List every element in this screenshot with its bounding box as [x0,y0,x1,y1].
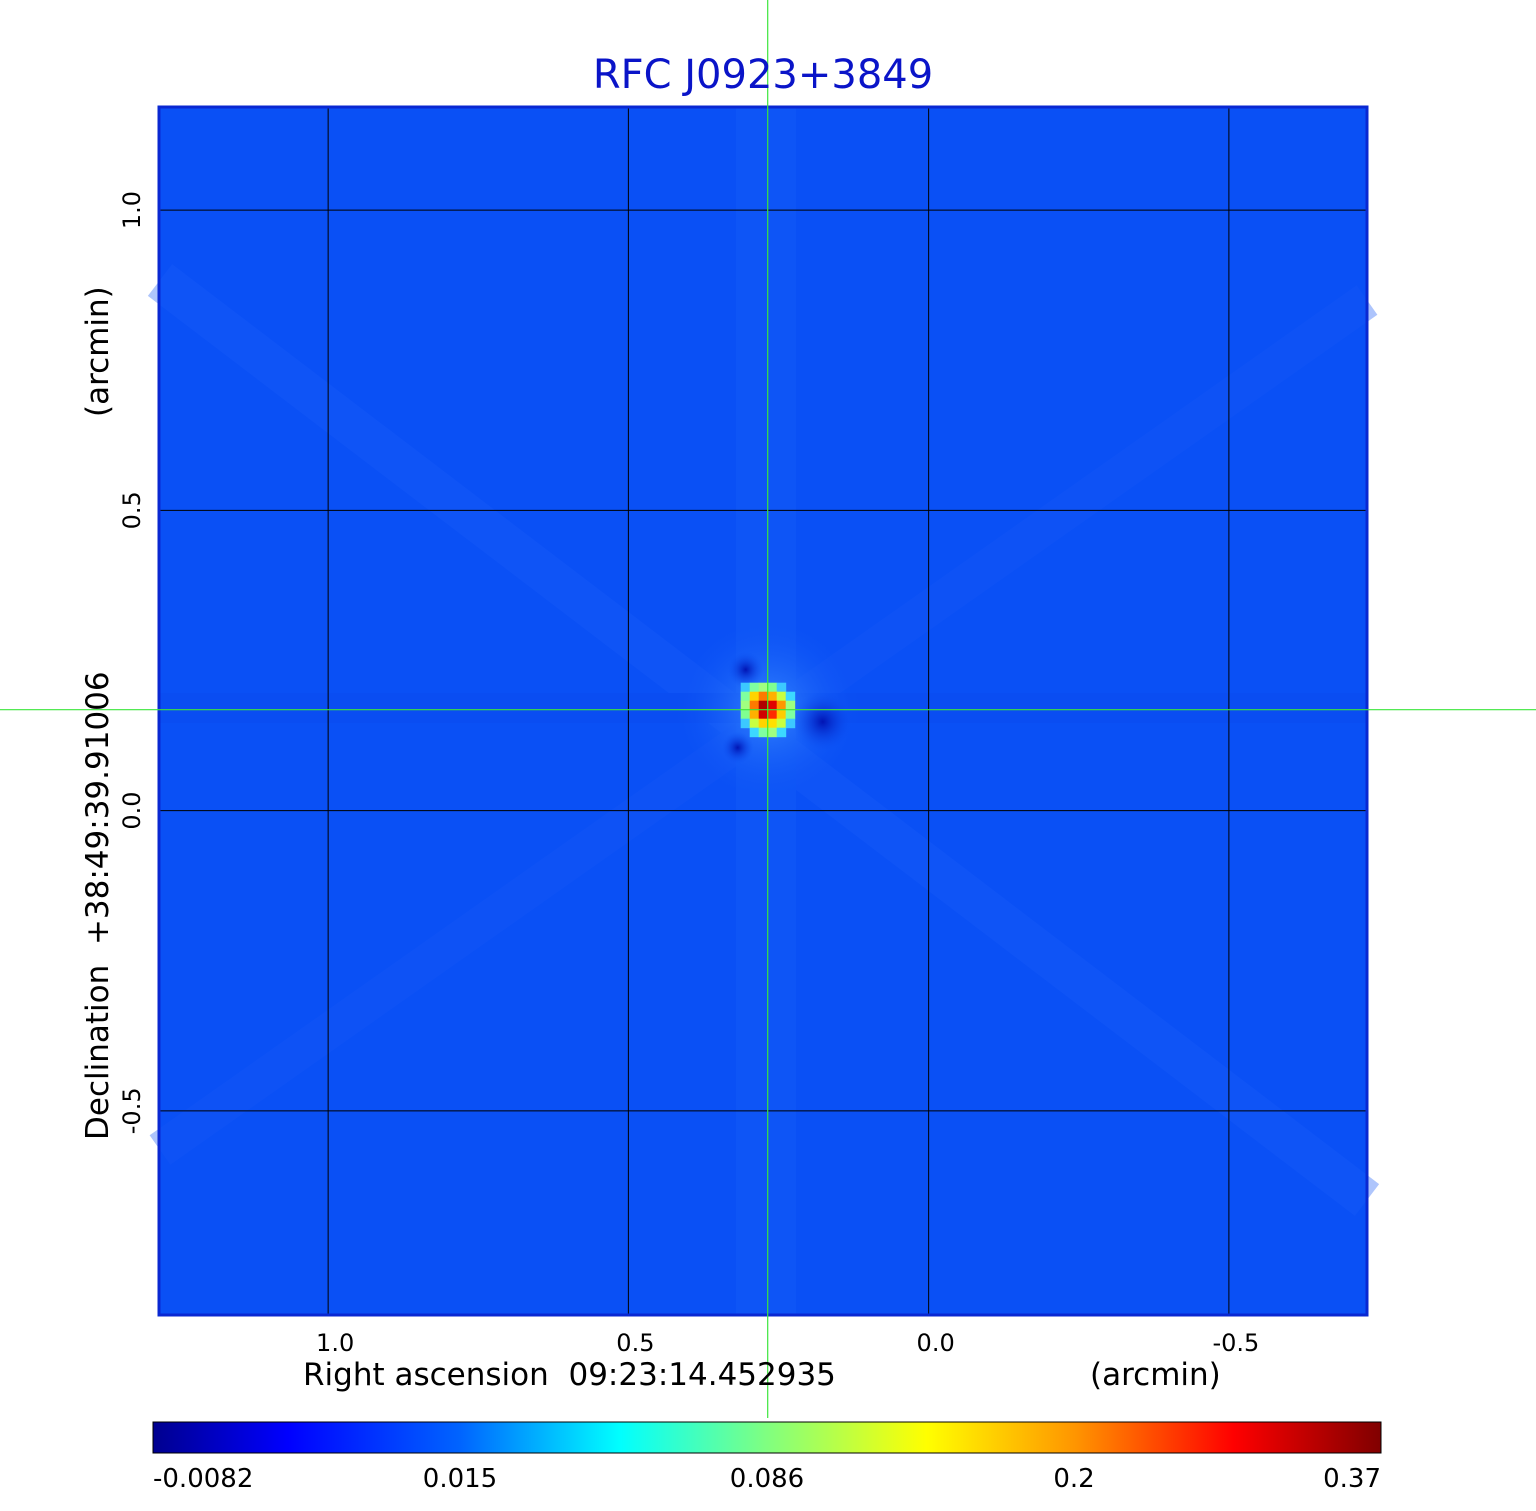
source-pixel-25 [758,718,769,729]
y-tick-label-2: 0.0 [118,791,146,829]
x-tick-label-3: -0.5 [1212,1329,1259,1357]
x-axis-label: Right ascension 09:23:14.452935 [303,1357,836,1393]
chart-title: RFC J0923+3849 [593,52,933,98]
source-pixel-30 [758,727,769,738]
source-pixel-15 [776,700,787,711]
source-pixel-10 [785,691,796,702]
source-pixel-9 [776,691,787,702]
source-pixel-6 [749,691,760,702]
negative-sidelobe-2 [727,651,764,688]
negative-sidelobe [792,691,853,752]
source-pixel-12 [749,700,760,711]
source-pixel-5 [740,691,751,702]
source-pixel-4 [776,682,787,693]
source-pixel-20 [767,709,778,720]
source-pixel-28 [785,718,796,729]
source-pixel-14 [767,700,778,711]
source-pixel-31 [767,727,778,738]
source-blob [672,614,863,805]
source-pixel-32 [776,727,787,738]
y-tick-label-3: -0.5 [118,1087,146,1134]
colorbar-tick-label-3: 0.2 [1053,1464,1094,1494]
colorbar-tick-label-0: -0.0082 [153,1464,253,1494]
x-tick-labels: 1.0 0.5 0.0 -0.5 [316,1329,1259,1357]
source-pixel-2 [758,682,769,693]
source-pixel-22 [785,709,796,720]
y-tick-labels: 1.0 0.5 0.0 -0.5 [118,191,146,1134]
source-pixel-23 [740,718,751,729]
source-pixel-18 [749,709,760,720]
source-pixel-8 [767,691,778,702]
source-pixel-7 [758,691,769,702]
colorbar-tick-label-4: 0.37 [1323,1464,1381,1494]
source-pixel-27 [776,718,787,729]
source-pixel-16 [785,700,796,711]
source-pixel-11 [740,700,751,711]
colorbar-tick-label-2: 0.086 [730,1464,804,1494]
source-pixel-24 [749,718,760,729]
plot-frame [157,105,1369,1317]
colorbar [152,1421,1382,1454]
y-tick-label-0: 1.0 [118,191,146,229]
colorbar-tick-labels: -0.0082 0.015 0.086 0.2 0.37 [153,1464,1381,1494]
source-pixel-1 [749,682,760,693]
grid-lines-y [160,209,1367,1112]
source-pixel-0 [740,682,751,693]
source-pixel-29 [749,727,760,738]
source-pixel-21 [776,709,787,720]
x-axis-unit: (arcmin) [1090,1357,1221,1393]
x-tick-label-2: 0.0 [917,1329,955,1357]
source-pixel-3 [767,682,778,693]
source-pixel-13 [758,700,769,711]
y-tick-label-1: 0.5 [118,491,146,529]
x-tick-label-1: 0.5 [616,1329,654,1357]
source-pixel-26 [767,718,778,729]
y-axis-unit: (arcmin) [80,286,116,417]
grid-lines-x [327,108,1230,1315]
y-axis-label: Declination +38:49:39.91006 [80,671,116,1140]
source-pixel-17 [740,709,751,720]
source-pixel-19 [758,709,769,720]
negative-sidelobe-3 [721,731,754,764]
x-tick-label-0: 1.0 [316,1329,354,1357]
colorbar-tick-label-1: 0.015 [423,1464,497,1494]
